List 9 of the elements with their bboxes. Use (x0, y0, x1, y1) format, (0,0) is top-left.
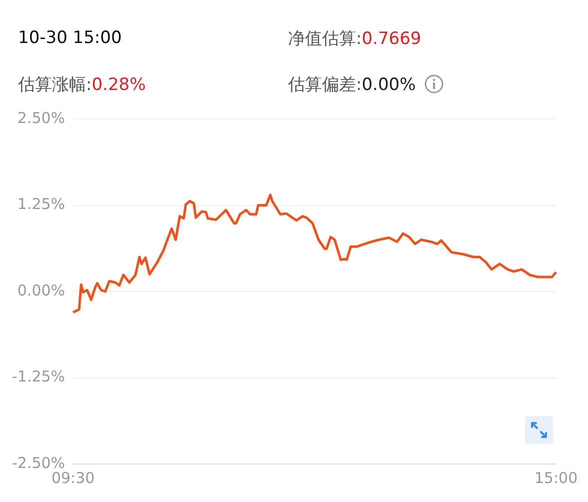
text: 净值估算:0.7669 (288, 28, 422, 48)
chart-title: 10-30 15:00 (18, 28, 122, 48)
text: 估算涨幅:0.28% (18, 74, 146, 94)
y-tick-label: 0.00% (17, 281, 66, 300)
y-tick-label: 2.50% (17, 108, 66, 127)
y-tick-label: -1.25% (12, 368, 66, 386)
x-tick-label: 15:00 (534, 468, 578, 487)
y-tick-label: 1.25% (17, 195, 66, 214)
text: 估算偏差:0.00% (288, 74, 416, 94)
